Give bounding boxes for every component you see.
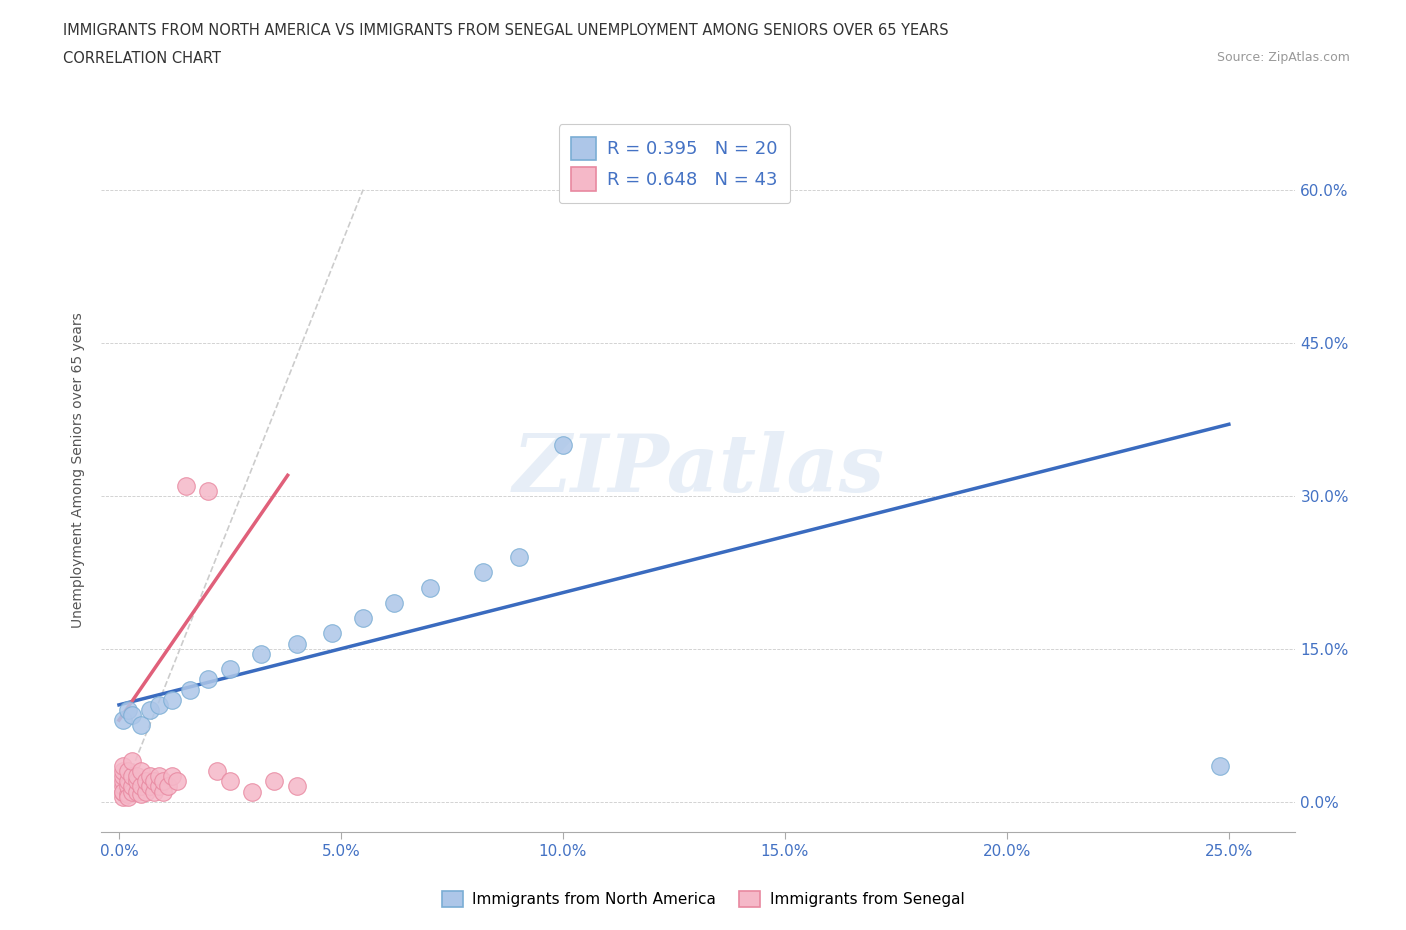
Point	[152, 774, 174, 789]
Point	[148, 769, 170, 784]
Point	[112, 712, 135, 727]
Point	[121, 779, 143, 794]
Point	[117, 764, 139, 778]
Point	[112, 790, 135, 804]
Point	[219, 774, 242, 789]
Point	[263, 774, 285, 789]
Point	[148, 779, 170, 794]
Point	[125, 784, 148, 799]
Legend: Immigrants from North America, Immigrants from Senegal: Immigrants from North America, Immigrant…	[436, 884, 970, 913]
Point	[129, 779, 152, 794]
Point	[508, 550, 530, 565]
Point	[197, 671, 219, 686]
Point	[250, 646, 273, 661]
Point	[121, 784, 143, 799]
Point	[174, 478, 197, 493]
Point	[117, 774, 139, 789]
Point	[162, 692, 184, 707]
Point	[112, 779, 135, 794]
Point	[112, 759, 135, 774]
Point	[139, 769, 162, 784]
Point	[125, 769, 148, 784]
Point	[121, 708, 143, 723]
Point	[117, 779, 139, 794]
Point	[112, 769, 135, 784]
Text: Source: ZipAtlas.com: Source: ZipAtlas.com	[1216, 51, 1350, 64]
Point	[152, 784, 174, 799]
Point	[112, 764, 135, 778]
Legend: R = 0.395   N = 20, R = 0.648   N = 43: R = 0.395 N = 20, R = 0.648 N = 43	[558, 125, 790, 203]
Point	[148, 698, 170, 712]
Point	[125, 774, 148, 789]
Point	[179, 682, 201, 697]
Point	[285, 636, 308, 651]
Y-axis label: Unemployment Among Seniors over 65 years: Unemployment Among Seniors over 65 years	[72, 312, 86, 628]
Point	[1209, 759, 1232, 774]
Text: IMMIGRANTS FROM NORTH AMERICA VS IMMIGRANTS FROM SENEGAL UNEMPLOYMENT AMONG SENI: IMMIGRANTS FROM NORTH AMERICA VS IMMIGRA…	[63, 23, 949, 38]
Point	[117, 786, 139, 801]
Point	[135, 774, 157, 789]
Point	[162, 769, 184, 784]
Point	[285, 779, 308, 794]
Point	[472, 565, 495, 579]
Point	[139, 779, 162, 794]
Point	[382, 595, 405, 610]
Point	[117, 790, 139, 804]
Point	[205, 764, 228, 778]
Point	[129, 718, 152, 733]
Point	[166, 774, 188, 789]
Point	[419, 580, 441, 595]
Point	[139, 702, 162, 717]
Point	[129, 764, 152, 778]
Point	[197, 484, 219, 498]
Point	[143, 784, 166, 799]
Point	[129, 786, 152, 801]
Point	[112, 784, 135, 799]
Point	[121, 769, 143, 784]
Point	[352, 611, 374, 626]
Point	[219, 662, 242, 677]
Point	[240, 784, 263, 799]
Text: CORRELATION CHART: CORRELATION CHART	[63, 51, 221, 66]
Point	[321, 626, 343, 641]
Point	[117, 702, 139, 717]
Point	[112, 774, 135, 789]
Point	[551, 437, 574, 452]
Text: ZIPatlas: ZIPatlas	[512, 432, 884, 509]
Point	[121, 753, 143, 768]
Point	[156, 779, 179, 794]
Point	[112, 784, 135, 799]
Point	[143, 774, 166, 789]
Point	[135, 784, 157, 799]
